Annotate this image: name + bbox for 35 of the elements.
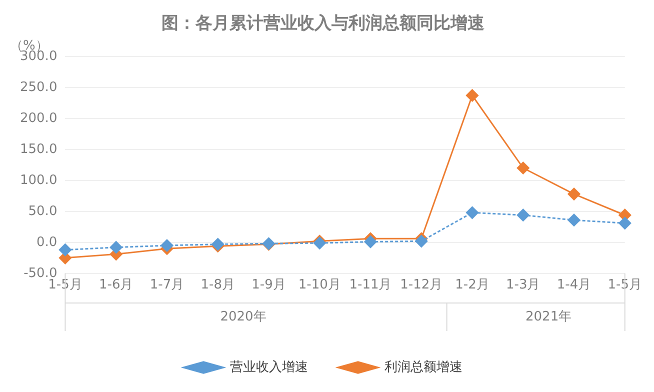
y-tick-label: 0.0: [36, 234, 58, 250]
point: [58, 244, 72, 256]
x-tick-label: 1-6月: [98, 278, 134, 293]
y-tick-label: 100.0: [20, 172, 58, 188]
x-tick-label: 1-8月: [200, 278, 235, 293]
point: [415, 234, 428, 248]
point: [364, 236, 377, 248]
text: 2021年: [526, 309, 572, 324]
point: [160, 239, 174, 252]
y-tick-label: 50.0: [28, 204, 58, 219]
x-tick-label: 1-3月: [506, 278, 540, 293]
legend-label: 营业收入增速: [230, 360, 308, 375]
x-tick-label: 1-9月: [252, 278, 286, 293]
y-tick-label: 150.0: [20, 142, 58, 157]
point: [568, 214, 580, 226]
legend-label: 利润总额增速: [384, 360, 462, 375]
text: 2020年: [220, 309, 266, 324]
y-tick-label: 200.0: [20, 110, 58, 126]
y-tick-label: 250.0: [20, 80, 58, 95]
x-tick-label: 1-4月: [556, 278, 592, 293]
point: [516, 162, 530, 174]
point: [516, 208, 530, 222]
chart-title: 图：各月累计营业收入与利润总额同比增速: [162, 14, 484, 34]
point: [466, 206, 478, 219]
x-tick-label: 1-2月: [455, 278, 490, 293]
point: [110, 241, 122, 254]
x-tick-label: 1-11月: [349, 278, 392, 293]
point: [466, 89, 478, 102]
point: [568, 188, 580, 200]
x-tick-label: 1-10月: [298, 278, 341, 293]
x-tick-label: 1-5月: [608, 278, 642, 293]
point: [618, 216, 632, 230]
x-tick-label: 1-12月: [400, 278, 443, 293]
x-tick-label: 1-7月: [150, 278, 184, 293]
x-tick-label: 1-5月: [48, 278, 82, 293]
